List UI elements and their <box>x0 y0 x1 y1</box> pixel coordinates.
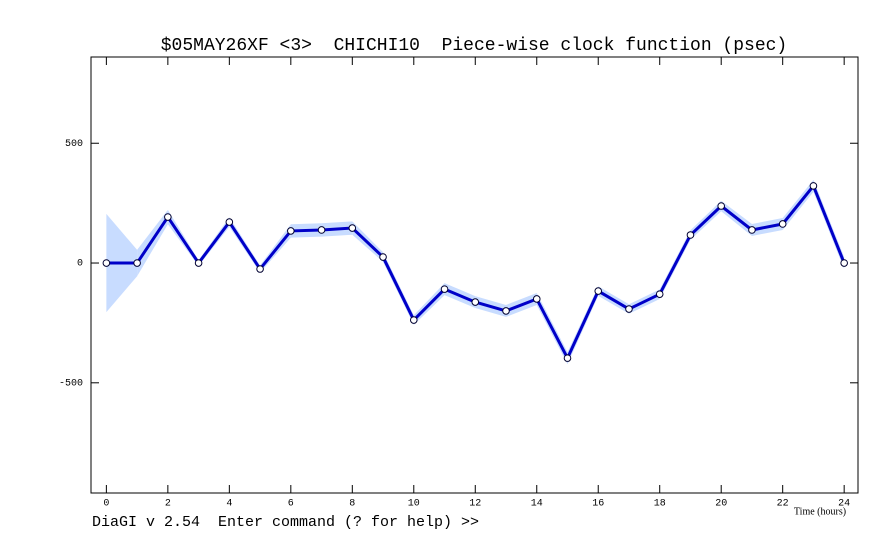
x-tick-label: 22 <box>777 499 789 510</box>
x-tick-label: 16 <box>592 499 604 510</box>
x-tick-label: 24 <box>838 499 850 510</box>
chart-title: $05MAY26XF <3> CHICHI10 Piece-wise clock… <box>161 36 788 56</box>
data-point <box>686 231 695 239</box>
y-tick-label: -500 <box>59 378 83 389</box>
y-tick-label: 0 <box>77 259 83 270</box>
x-tick-label: 18 <box>654 499 666 510</box>
x-tick-label: 20 <box>715 499 727 510</box>
data-point <box>532 295 541 303</box>
data-point <box>102 259 111 267</box>
data-point <box>717 202 726 210</box>
x-tick-label: 6 <box>288 499 294 510</box>
x-tick-label: 10 <box>408 499 420 510</box>
data-point <box>594 287 603 295</box>
data-point <box>840 259 848 267</box>
data-point <box>256 265 264 273</box>
data-point <box>625 305 633 313</box>
data-point <box>133 259 141 267</box>
data-point <box>379 253 387 261</box>
data-point <box>164 213 172 221</box>
status-line: DiaGI v 2.54 Enter command (? for help) … <box>92 514 479 531</box>
data-point <box>440 285 449 293</box>
data-point <box>748 226 756 234</box>
plot-frame <box>90 56 859 494</box>
x-tick-label: 0 <box>103 499 109 510</box>
data-point <box>317 226 326 234</box>
data-point <box>809 182 818 190</box>
data-point <box>471 298 480 306</box>
x-tick-label: 2 <box>165 499 171 510</box>
x-tick-label: 14 <box>531 499 543 510</box>
x-tick-label: 4 <box>226 499 232 510</box>
data-point <box>287 227 295 235</box>
data-point <box>194 259 203 267</box>
x-axis-label: Time (hours) <box>794 506 846 517</box>
x-tick-label: 8 <box>349 499 355 510</box>
data-point <box>225 218 234 226</box>
data-point <box>563 354 572 362</box>
data-point <box>502 307 510 315</box>
data-point <box>348 224 357 232</box>
y-tick-label: 500 <box>65 139 83 150</box>
data-point <box>655 290 664 298</box>
data-point <box>409 316 418 324</box>
data-point <box>778 220 787 228</box>
x-tick-label: 12 <box>469 499 481 510</box>
